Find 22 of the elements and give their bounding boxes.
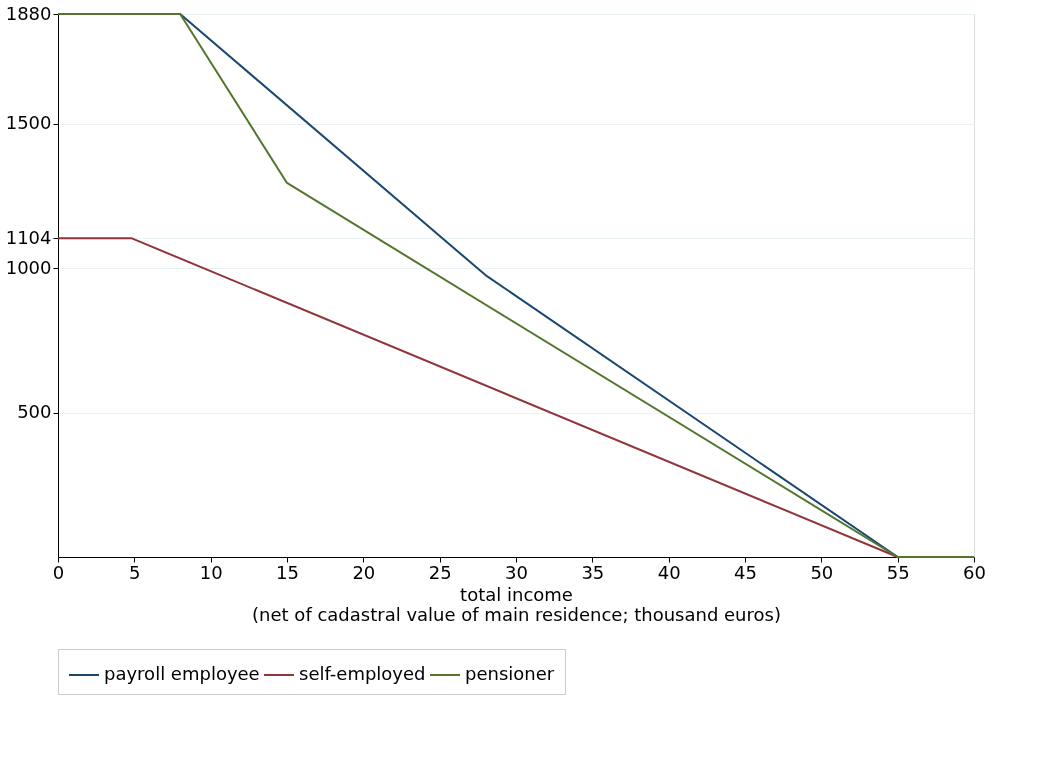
- x-tick-label: 40: [657, 561, 681, 583]
- x-tick-label: 20: [352, 561, 376, 583]
- y-tick-label: 500: [17, 401, 52, 423]
- x-tick-label: 10: [199, 561, 223, 583]
- x-tick-label: 5: [129, 561, 141, 583]
- x-tick-label: 55: [886, 561, 910, 583]
- x-tick-label: 50: [810, 561, 834, 583]
- y-tick-label: 1000: [5, 256, 52, 278]
- y-tick-label: 1880: [5, 2, 52, 24]
- x-tick-label: 60: [963, 561, 986, 583]
- x-axis-title: total income (net of cadastral value of main residence; thousand euros): [252, 583, 781, 625]
- x-tick-label: 15: [276, 561, 299, 583]
- y-tick-label: 1500: [5, 112, 52, 134]
- y-tick-label: 1104: [5, 226, 52, 248]
- legend-label: payroll employee: [104, 663, 260, 684]
- x-tick-label: 25: [428, 561, 452, 583]
- x-tick-label: 35: [581, 561, 605, 583]
- x-tick-label: 30: [505, 561, 528, 583]
- legend-label: self-employed: [299, 663, 426, 684]
- x-tick-label: 0: [52, 561, 65, 583]
- x-tick-label: 45: [734, 561, 757, 583]
- legend-label: pensioner: [465, 663, 555, 684]
